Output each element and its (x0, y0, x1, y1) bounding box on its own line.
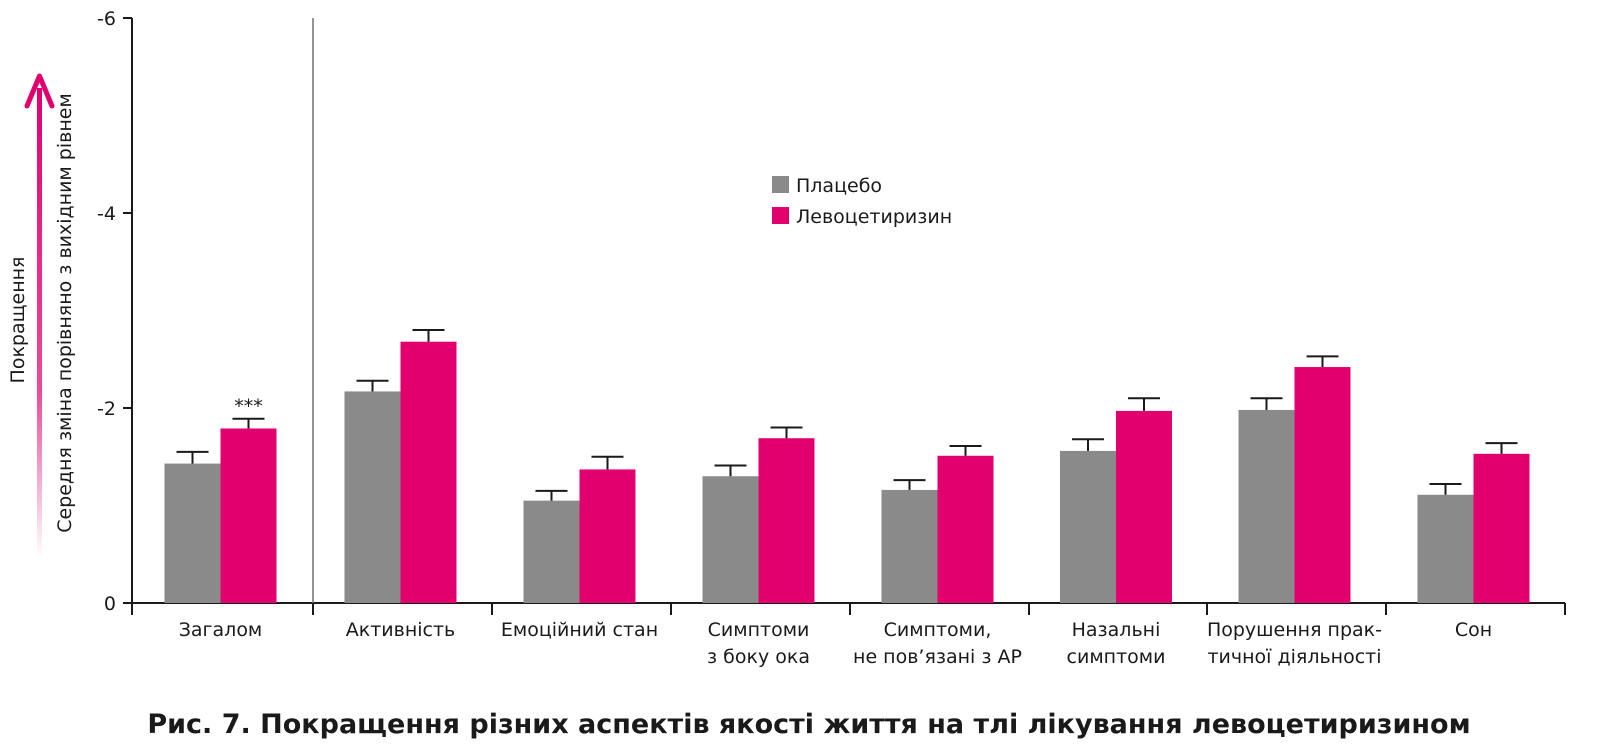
x-category-label-line: Симптоми (708, 619, 810, 641)
y-axis-label: Середня зміна порівняно з вихідним рівне… (54, 93, 76, 533)
x-category-label-line: не пов’язані з АР (853, 646, 1022, 668)
x-category-label-line: Порушення прак- (1207, 619, 1382, 641)
bar-placebo (881, 489, 938, 603)
x-category-label-line: з боку ока (707, 646, 810, 668)
bar-levocetirizine (400, 341, 457, 603)
bar-placebo (1238, 409, 1295, 603)
x-category-label-line: Загалом (179, 619, 263, 641)
y-tick-label: -4 (97, 203, 116, 225)
bar-placebo (1060, 450, 1116, 603)
x-category-label: Симптоми, не пов’язані з АР (853, 619, 1022, 668)
x-category-label: Активність (346, 619, 456, 641)
improvement-label: Покращення (7, 257, 29, 384)
x-category-label-line: Сон (1455, 619, 1492, 641)
x-category-label: Емоційний стан (501, 619, 658, 641)
significance-annotation: *** (234, 396, 263, 418)
bar-placebo (344, 391, 401, 603)
x-category-label-line: Назальні (1072, 619, 1161, 641)
bar-levocetirizine (579, 469, 636, 603)
bar-levocetirizine (1473, 453, 1530, 603)
bar-chart: -6 -4 -2 0 Загалом Активність Емоційний стан Си… (7, 8, 1566, 668)
bar-levocetirizine (937, 455, 994, 603)
bar-levocetirizine (1294, 367, 1351, 603)
y-tick-label: 0 (104, 593, 116, 615)
bar-levocetirizine (220, 428, 277, 603)
bar-placebo (1417, 494, 1474, 603)
x-category-label-line: тичної діяльності (1207, 646, 1381, 668)
legend-swatch (772, 176, 789, 193)
legend-swatch (772, 207, 789, 224)
improvement-arrow (37, 88, 42, 558)
x-category-label-line: Симптоми, (884, 619, 992, 641)
y-tick-label: -6 (97, 8, 116, 30)
y-tick-label: -2 (97, 398, 116, 420)
figure-caption: Рис. 7. Покращення різних аспектів якост… (147, 709, 1471, 740)
bar-levocetirizine (1116, 410, 1172, 603)
bar-placebo (523, 500, 580, 603)
improvement-arrow-head (24, 73, 55, 109)
x-category-label-line: Активність (346, 619, 456, 641)
bar-levocetirizine (758, 438, 815, 603)
x-category-label: Назальні симптоми (1067, 619, 1166, 668)
x-category-label: Порушення прак-тичної діяльності (1207, 619, 1382, 668)
x-category-label-line: симптоми (1067, 646, 1166, 668)
x-category-label-line: Емоційний стан (501, 619, 658, 641)
legend-label: Левоцетиризин (796, 206, 952, 228)
x-category-label: Симптоми з боку ока (707, 619, 810, 668)
x-category-label: Загалом (179, 619, 263, 641)
x-category-label: Сон (1455, 619, 1492, 641)
bar-placebo (164, 463, 221, 603)
legend-label: Плацебо (796, 175, 882, 197)
bar-placebo (702, 476, 759, 603)
